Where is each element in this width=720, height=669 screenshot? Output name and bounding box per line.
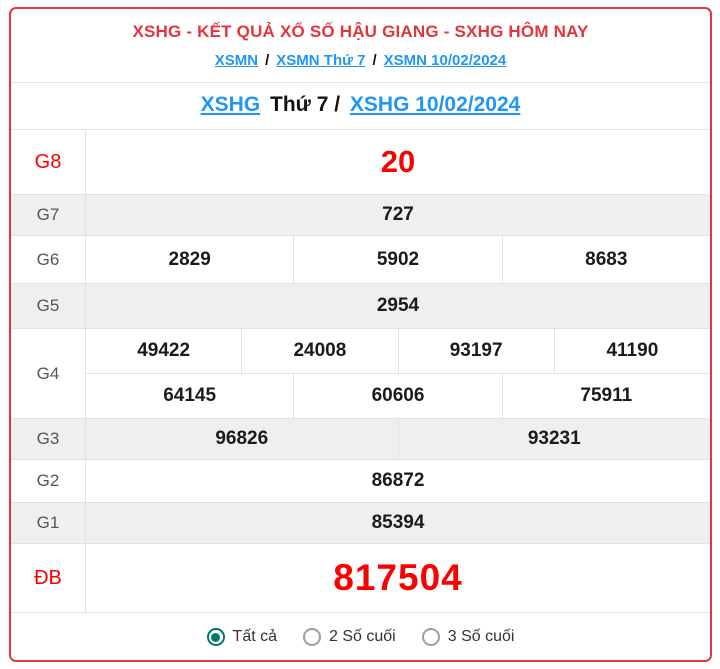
prize-row-g5: G5 2954 <box>11 284 710 329</box>
prize-number: 2954 <box>376 295 420 316</box>
station-link[interactable]: XSHG <box>200 93 261 116</box>
breadcrumb-separator: / <box>265 52 270 69</box>
prize-number: 75911 <box>501 374 710 418</box>
prize-number: 24008 <box>241 329 397 373</box>
filter-option-label: 2 Số cuối <box>329 628 396 645</box>
draw-heading: XSHG Thứ 7 / XSHG 10/02/2024 <box>11 82 710 129</box>
draw-heading-text: Thứ 7 / <box>270 93 341 116</box>
results-table: G8 20 G7 727 G6 2829 5902 8683 G5 2954 <box>11 129 710 613</box>
station-date-link[interactable]: XSHG 10/02/2024 <box>349 93 521 116</box>
filter-option-3-digits[interactable]: 3 Số cuối <box>421 628 515 646</box>
prize-label-g1: G1 <box>11 503 86 543</box>
prize-row-g4: G4 49422 24008 93197 41190 64145 60606 7… <box>11 329 710 419</box>
prize-label-g3: G3 <box>11 419 86 459</box>
prize-label-g8: G8 <box>11 130 86 194</box>
prize-row-g7: G7 727 <box>11 195 710 236</box>
filter-bar: Tất cả 2 Số cuối 3 Số cuối <box>11 613 710 660</box>
prize-number: 727 <box>382 204 414 225</box>
prize-number: 20 <box>380 144 416 179</box>
prize-number: 93231 <box>397 419 711 459</box>
filter-option-label: 3 Số cuối <box>447 628 515 645</box>
prize-row-g2: G2 86872 <box>11 460 710 503</box>
prize-label-special: ĐB <box>11 544 86 612</box>
prize-label-g7: G7 <box>11 195 86 235</box>
prize-number-special: 817504 <box>333 557 463 598</box>
prize-label-g4: G4 <box>11 329 86 418</box>
prize-number: 49422 <box>137 340 191 361</box>
filter-option-2-digits[interactable]: 2 Số cuối <box>303 628 396 646</box>
prize-label-g5: G5 <box>11 284 86 328</box>
prize-row-g3: G3 96826 93231 <box>11 419 710 460</box>
breadcrumb-link-xsmn-date[interactable]: XSMN 10/02/2024 <box>383 52 507 69</box>
breadcrumb: XSMN / XSMN Thứ 7 / XSMN 10/02/2024 <box>11 50 710 72</box>
prize-row-g4-line1: 49422 24008 93197 41190 <box>86 329 710 374</box>
prize-number: 85394 <box>371 512 425 533</box>
prize-row-g8: G8 20 <box>11 130 710 195</box>
prize-number: 41190 <box>553 329 710 373</box>
prize-number: 64145 <box>163 385 217 406</box>
prize-number: 2829 <box>168 248 211 270</box>
prize-label-g6: G6 <box>11 236 86 283</box>
filter-option-label: Tất cả <box>232 628 278 645</box>
prize-number: 86872 <box>371 470 425 491</box>
prize-number: 8683 <box>501 236 710 283</box>
prize-row-special: ĐB 817504 <box>11 544 710 613</box>
breadcrumb-link-xsmn-thu7[interactable]: XSMN Thứ 7 <box>276 52 366 69</box>
prize-number: 96826 <box>215 428 269 449</box>
prize-row-g4-line2: 64145 60606 75911 <box>86 374 710 418</box>
prize-number: 93197 <box>397 329 554 373</box>
radio-selected-icon[interactable] <box>206 628 225 646</box>
page-title: XSHG - KẾT QUẢ XỔ SỐ HẬU GIANG - SXHG HÔ… <box>132 22 589 41</box>
radio-icon[interactable] <box>421 628 440 646</box>
prize-number: 5902 <box>293 236 501 283</box>
radio-icon[interactable] <box>303 628 322 646</box>
prize-label-g2: G2 <box>11 460 86 502</box>
breadcrumb-link-xsmn[interactable]: XSMN <box>214 52 259 69</box>
card-header: XSHG - KẾT QUẢ XỔ SỐ HẬU GIANG - SXHG HÔ… <box>11 9 710 82</box>
filter-option-all[interactable]: Tất cả <box>206 628 278 646</box>
lottery-results-card: XSHG - KẾT QUẢ XỔ SỐ HẬU GIANG - SXHG HÔ… <box>9 7 712 662</box>
prize-row-g1: G1 85394 <box>11 503 710 544</box>
breadcrumb-separator: / <box>372 52 377 69</box>
prize-row-g6: G6 2829 5902 8683 <box>11 236 710 284</box>
prize-number: 60606 <box>293 374 501 418</box>
